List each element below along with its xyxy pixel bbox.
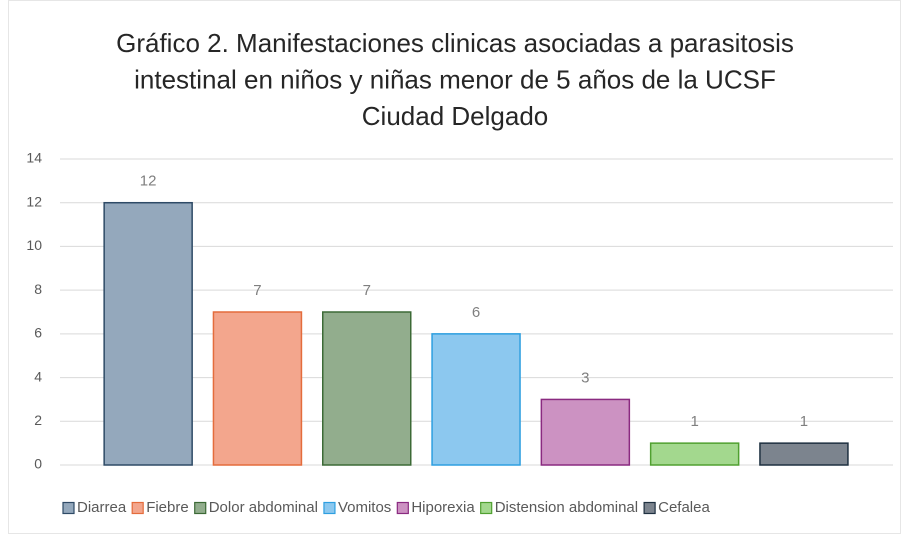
legend-label: Distension abdominal xyxy=(495,499,638,516)
bar xyxy=(431,333,521,466)
value-label: 3 xyxy=(581,369,589,386)
value-label: 7 xyxy=(253,282,261,299)
value-label: 1 xyxy=(690,413,698,430)
legend-label: Cefalea xyxy=(658,499,710,516)
legend-label: Dolor abdominal xyxy=(209,499,318,516)
legend-swatch xyxy=(323,501,336,515)
y-tick-label: 10 xyxy=(26,237,42,253)
legend-swatch xyxy=(131,501,144,515)
bar xyxy=(759,442,849,466)
y-tick-label: 0 xyxy=(34,456,42,472)
legend-swatch xyxy=(643,501,656,515)
value-label: 12 xyxy=(140,173,157,190)
bar xyxy=(540,398,631,466)
legend-swatch xyxy=(396,501,409,515)
legend-swatch xyxy=(62,501,75,515)
bar xyxy=(649,442,740,466)
y-tick-label: 12 xyxy=(26,193,42,209)
legend-label: Vomitos xyxy=(338,499,391,516)
bar xyxy=(322,311,412,466)
bar xyxy=(103,201,193,466)
value-label: 6 xyxy=(472,304,480,321)
value-label: 7 xyxy=(363,282,371,299)
y-tick-label: 14 xyxy=(26,150,42,166)
y-tick-label: 6 xyxy=(34,325,42,341)
chart-title: Gráfico 2. Manifestaciones clinicas asoc… xyxy=(116,28,794,131)
legend-swatch xyxy=(480,501,493,515)
y-tick-label: 4 xyxy=(34,368,42,384)
bar xyxy=(212,311,303,466)
y-tick-label: 8 xyxy=(34,281,42,297)
value-label: 1 xyxy=(800,413,808,430)
y-tick-label: 2 xyxy=(34,412,42,428)
legend-label: Diarrea xyxy=(77,499,127,516)
legend-swatch xyxy=(194,501,207,515)
legend-label: Fiebre xyxy=(146,499,189,516)
legend-label: Hiporexia xyxy=(411,499,475,516)
